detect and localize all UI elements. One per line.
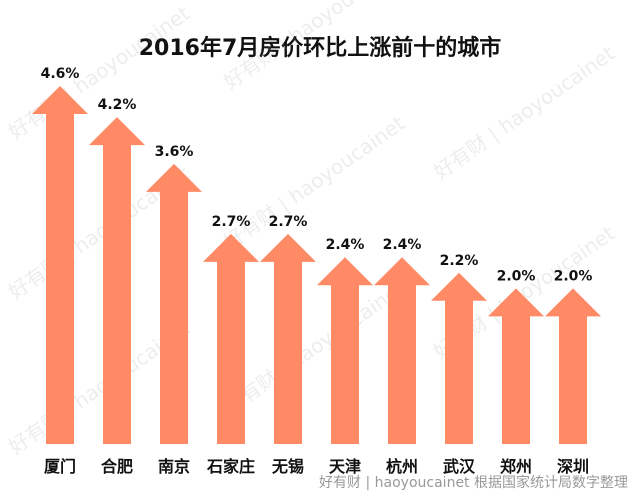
bar-arrow-7: 2.4% 杭州: [374, 237, 430, 476]
bar-shape: [545, 288, 601, 444]
category-label: 武汉: [443, 457, 476, 476]
bar-shape: [260, 233, 316, 444]
category-label: 天津: [329, 457, 361, 476]
data-label: 2.7%: [269, 214, 308, 230]
category-label: 杭州: [386, 457, 418, 476]
bar-arrow-6: 2.4% 天津: [317, 237, 373, 476]
watermark-text: 好有财 | haoyoucainet: [219, 0, 409, 94]
bar-arrow-9: 2.0% 郑州: [488, 268, 544, 476]
category-label: 合肥: [101, 457, 133, 476]
data-label: 2.4%: [326, 237, 365, 253]
watermark-text: 好有财 | haoyoucainet: [219, 276, 409, 419]
watermark-text: 好有财 | haoyoucainet: [219, 111, 409, 254]
bar-arrow-8: 2.2% 武汉: [431, 253, 487, 476]
bar-shape: [488, 288, 544, 444]
bar-arrow-10: 2.0% 深圳: [545, 268, 601, 476]
bar-arrow-2: 4.2% 合肥: [89, 97, 145, 476]
data-label: 4.6%: [41, 66, 80, 82]
bar-shape: [374, 257, 430, 444]
category-label: 厦门: [44, 457, 76, 476]
bar-arrow-4: 2.7% 石家庄: [203, 214, 259, 476]
category-label: 南京: [158, 457, 190, 476]
data-label: 2.0%: [497, 268, 536, 284]
bar-shape: [32, 86, 88, 444]
bar-arrow-1: 4.6% 厦门: [32, 66, 88, 476]
category-label: 深圳: [557, 457, 589, 476]
bar-shape: [317, 257, 373, 444]
data-label: 2.0%: [554, 268, 593, 284]
bar-arrow-5: 2.7% 无锡: [260, 214, 316, 476]
data-label: 2.4%: [383, 237, 422, 253]
category-label: 郑州: [500, 457, 532, 476]
category-label: 无锡: [271, 457, 304, 476]
source-footer: 好有财 | haoyoucainet 根据国家统计局数字整理: [319, 475, 628, 491]
bar-shape: [89, 117, 145, 444]
bar-shape: [431, 272, 487, 444]
data-label: 3.6%: [155, 144, 194, 160]
watermark-text: 好有财 | haoyoucainet: [429, 41, 619, 184]
data-label: 2.2%: [440, 253, 479, 269]
category-label: 石家庄: [206, 457, 255, 476]
bar-shape: [146, 163, 202, 444]
chart-title: 2016年7月房价环比上涨前十的城市: [138, 36, 502, 61]
bar-arrow-3: 3.6% 南京: [146, 144, 202, 476]
data-label: 2.7%: [212, 214, 251, 230]
watermark-text: 好有财 | haoyoucainet: [4, 1, 194, 144]
data-label: 4.2%: [98, 97, 137, 113]
bar-shape: [203, 233, 259, 444]
